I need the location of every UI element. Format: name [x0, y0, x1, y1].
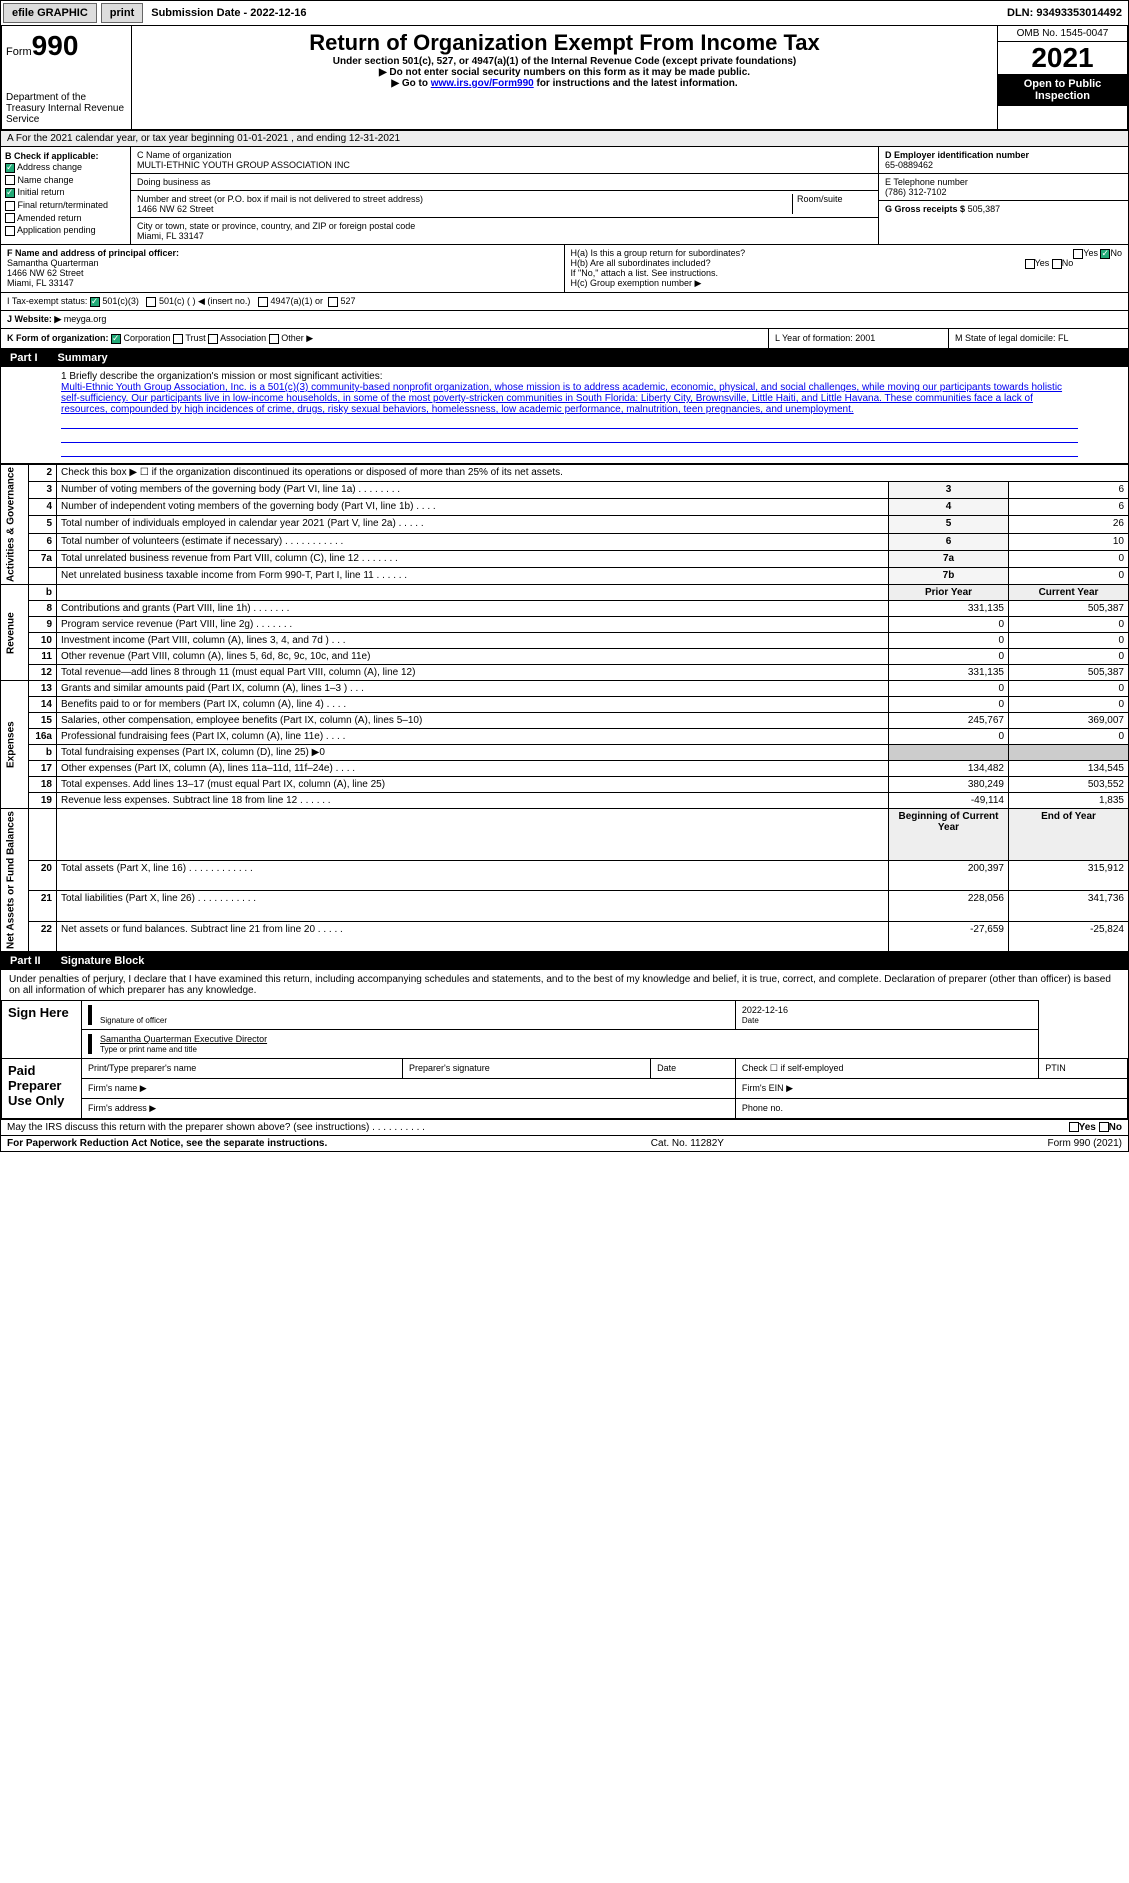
- officer-signature-name: Samantha Quarterman Executive Director: [100, 1034, 267, 1044]
- row-fh: F Name and address of principal officer:…: [0, 245, 1129, 293]
- street: 1466 NW 62 Street: [137, 204, 792, 214]
- checkbox-hb-no[interactable]: [1052, 259, 1062, 269]
- form-label: Form: [6, 46, 32, 58]
- officer-addr2: Miami, FL 33147: [7, 278, 74, 288]
- street-label: Number and street (or P.O. box if mail i…: [137, 194, 792, 204]
- form-title: Return of Organization Exempt From Incom…: [136, 30, 993, 56]
- sign-here-label: Sign Here: [2, 1001, 82, 1059]
- gross-label: G Gross receipts $: [885, 204, 965, 214]
- part1-header: Part I Summary: [0, 349, 1129, 367]
- row-j: J Website: ▶ meyga.org: [0, 311, 1129, 329]
- checkbox-hb-yes[interactable]: [1025, 259, 1035, 269]
- website: meyga.org: [64, 314, 107, 324]
- checkbox-name-change[interactable]: [5, 175, 15, 185]
- sidetab-governance: Activities & Governance: [1, 465, 29, 585]
- city-label: City or town, state or province, country…: [137, 221, 872, 231]
- checkbox-corp[interactable]: [111, 334, 121, 344]
- row-k: K Form of organization: Corporation Trus…: [0, 329, 1129, 349]
- ein-label: D Employer identification number: [885, 150, 1029, 160]
- checkbox-discuss-no[interactable]: [1099, 1122, 1109, 1132]
- form-number: 990: [32, 30, 79, 61]
- omb-number: OMB No. 1545-0047: [998, 26, 1127, 42]
- checkbox-discuss-yes[interactable]: [1069, 1122, 1079, 1132]
- officer-addr1: 1466 NW 62 Street: [7, 268, 84, 278]
- dba-label: Doing business as: [137, 177, 872, 187]
- row-a-period: A For the 2021 calendar year, or tax yea…: [0, 131, 1129, 147]
- ein: 65-0889462: [885, 160, 1122, 170]
- submission-date: Submission Date - 2022-12-16: [145, 7, 312, 19]
- sig-date: 2022-12-16: [742, 1005, 788, 1015]
- f-label: F Name and address of principal officer:: [7, 248, 179, 258]
- row-i: I Tax-exempt status: 501(c)(3) 501(c) ( …: [0, 293, 1129, 311]
- form-header: Form990 Department of the Treasury Inter…: [0, 26, 1129, 131]
- hb-label: H(b) Are all subordinates included?: [571, 258, 711, 268]
- discuss-row: May the IRS discuss this return with the…: [0, 1120, 1129, 1136]
- print-button[interactable]: print: [101, 3, 143, 23]
- ha-label: H(a) Is this a group return for subordin…: [571, 248, 746, 258]
- checkbox-address-change[interactable]: [5, 163, 15, 173]
- checkbox-other[interactable]: [269, 334, 279, 344]
- state-domicile: M State of legal domicile: FL: [948, 329, 1128, 348]
- checkbox-501c[interactable]: [146, 297, 156, 307]
- irs-link[interactable]: www.irs.gov/Form990: [431, 78, 534, 89]
- paid-preparer-label: Paid Preparer Use Only: [2, 1059, 82, 1119]
- sidetab-revenue: Revenue: [1, 585, 29, 681]
- summary-table: Activities & Governance 2Check this box …: [0, 464, 1129, 952]
- part2-header: Part II Signature Block: [0, 952, 1129, 970]
- col-b-label: B Check if applicable:: [5, 151, 99, 161]
- mission-block: 1 Briefly describe the organization's mi…: [0, 367, 1129, 464]
- hb-note: If "No," attach a list. See instructions…: [571, 268, 1123, 278]
- room-label: Room/suite: [792, 194, 872, 214]
- sidetab-expenses: Expenses: [1, 681, 29, 809]
- mission-text: Multi-Ethnic Youth Group Association, In…: [61, 382, 1078, 415]
- perjury-statement: Under penalties of perjury, I declare th…: [1, 970, 1128, 1000]
- checkbox-ha-yes[interactable]: [1073, 249, 1083, 259]
- officer-name: Samantha Quarterman: [7, 258, 99, 268]
- hc-label: H(c) Group exemption number ▶: [571, 278, 1123, 289]
- org-name-label: C Name of organization: [137, 150, 872, 160]
- checkbox-application[interactable]: [5, 226, 15, 236]
- checkbox-527[interactable]: [328, 297, 338, 307]
- checkbox-final-return[interactable]: [5, 201, 15, 211]
- checkbox-initial-return[interactable]: [5, 188, 15, 198]
- checkbox-assoc[interactable]: [208, 334, 218, 344]
- efile-button[interactable]: efile GRAPHIC: [3, 3, 97, 23]
- signature-block: Under penalties of perjury, I declare th…: [0, 970, 1129, 1120]
- gross-receipts: 505,387: [968, 204, 1001, 214]
- dept-label: Department of the Treasury Internal Reve…: [6, 92, 127, 125]
- tax-year: 2021: [998, 42, 1127, 74]
- top-toolbar: efile GRAPHIC print Submission Date - 20…: [0, 0, 1129, 26]
- section-bcd: B Check if applicable: Address change Na…: [0, 147, 1129, 245]
- city: Miami, FL 33147: [137, 231, 872, 241]
- checkbox-amended[interactable]: [5, 213, 15, 223]
- year-formation: L Year of formation: 2001: [768, 329, 948, 348]
- form-subtitle: Under section 501(c), 527, or 4947(a)(1)…: [136, 56, 993, 67]
- tel: (786) 312-7102: [885, 187, 1122, 197]
- dln: DLN: 93493353014492: [1007, 7, 1128, 19]
- checkbox-trust[interactable]: [173, 334, 183, 344]
- footer: For Paperwork Reduction Act Notice, see …: [0, 1136, 1129, 1152]
- tel-label: E Telephone number: [885, 177, 1122, 187]
- checkbox-4947[interactable]: [258, 297, 268, 307]
- checkbox-ha-no[interactable]: [1100, 249, 1110, 259]
- form-note1: ▶ Do not enter social security numbers o…: [136, 67, 993, 78]
- checkbox-501c3[interactable]: [90, 297, 100, 307]
- open-inspection: Open to Public Inspection: [998, 74, 1127, 106]
- sidetab-netassets: Net Assets or Fund Balances: [1, 809, 29, 952]
- org-name: MULTI-ETHNIC YOUTH GROUP ASSOCIATION INC: [137, 160, 872, 170]
